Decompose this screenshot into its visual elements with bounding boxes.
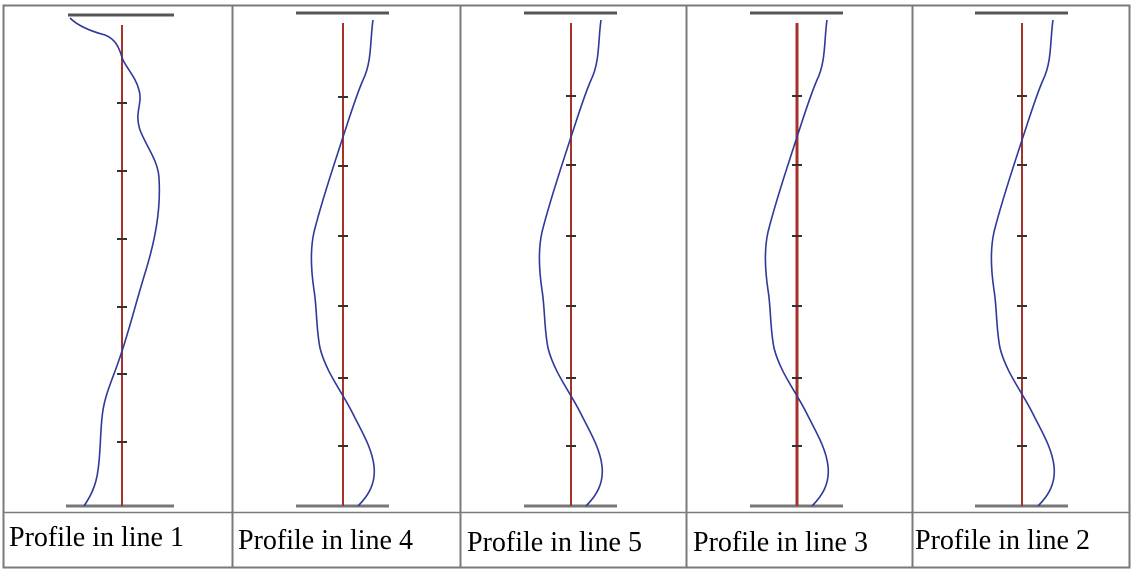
profile-panel-5 (524, 11, 617, 508)
tick-marks (117, 102, 127, 443)
tick-marks (1017, 95, 1027, 447)
caption-profile-line-3: Profile in line 3 (693, 527, 868, 558)
caption-profile-line-5: Profile in line 5 (467, 527, 642, 558)
profile-panel-2 (975, 11, 1068, 508)
caption-profile-line-1: Profile in line 1 (9, 522, 184, 553)
figure-frame (2, 4, 1131, 569)
profile-curve (538, 19, 604, 507)
profile-curve (764, 19, 830, 507)
caption-profile-line-2: Profile in line 2 (915, 525, 1090, 556)
profile-panel-1 (66, 13, 174, 508)
profile-curve (69, 17, 161, 507)
caption-profile-line-4: Profile in line 4 (238, 525, 413, 556)
tick-marks (338, 96, 348, 447)
profile-panel-4 (296, 11, 389, 508)
profile-panel-3 (750, 11, 843, 508)
profile-curve (990, 19, 1056, 507)
tick-marks (566, 95, 576, 447)
profile-curve (310, 19, 376, 507)
tick-marks (792, 95, 802, 447)
